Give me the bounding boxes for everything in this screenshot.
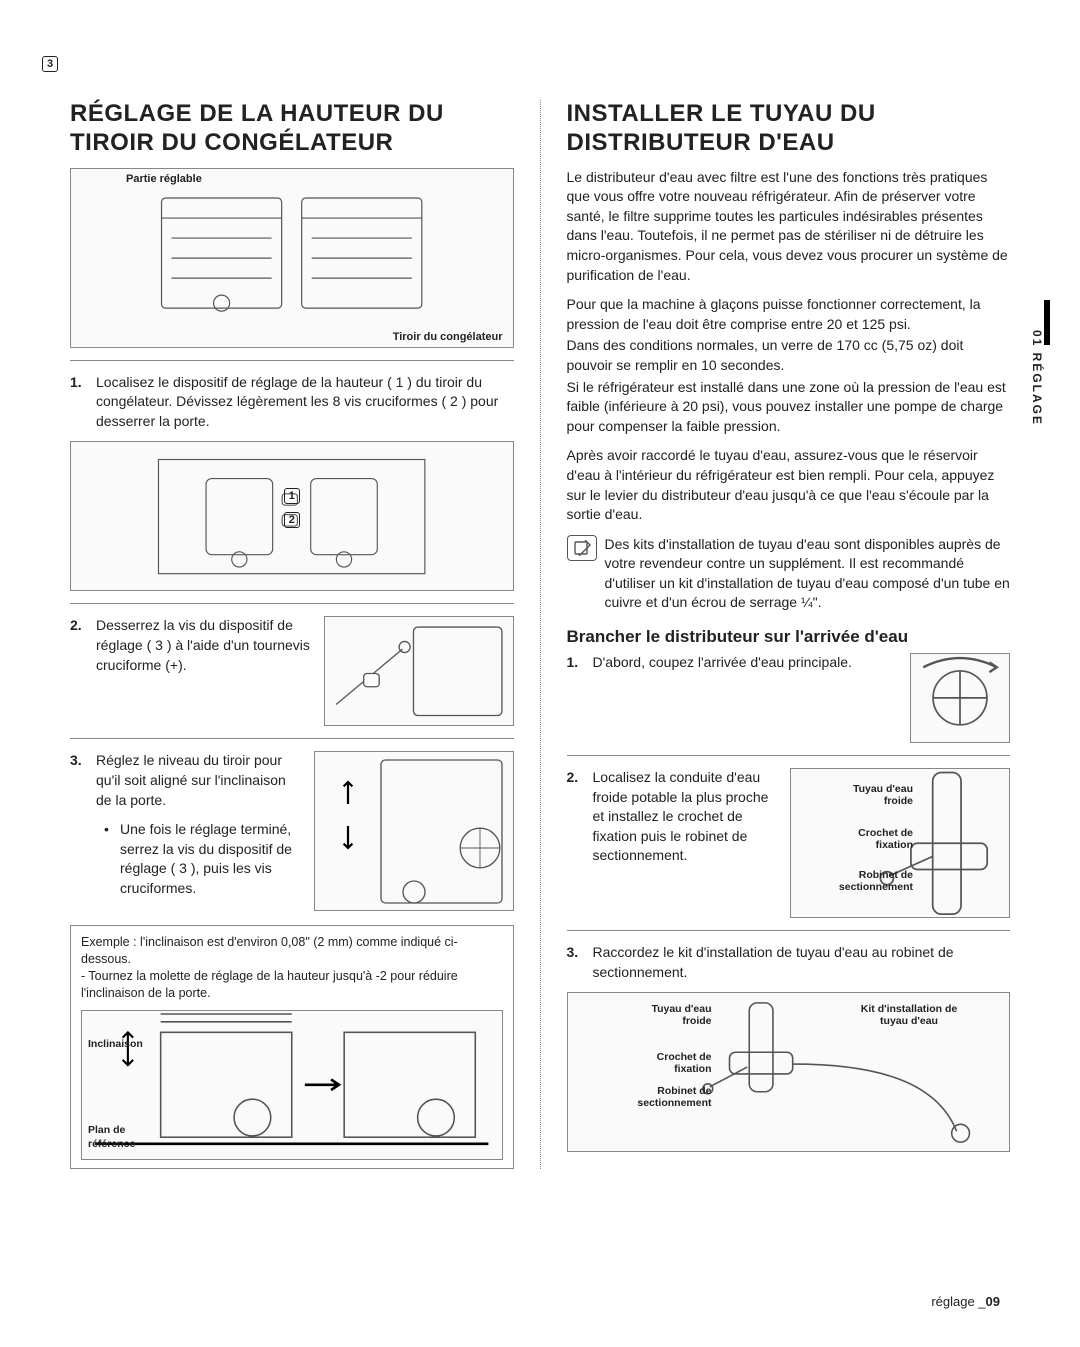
- label-kit: Kit d'installation de tuyau d'eau: [849, 1003, 969, 1027]
- marker-1: 1: [284, 488, 300, 504]
- para: Pour que la machine à glaçons puisse fon…: [567, 295, 1011, 334]
- left-column: RÉGLAGE DE LA HAUTEUR DU TIROIR DU CONGÉ…: [70, 100, 514, 1169]
- divider: [567, 930, 1011, 931]
- list-item: 2. Localisez la conduite d'eau froide po…: [567, 768, 781, 866]
- step-number: 3.: [70, 751, 88, 810]
- shutoff-valve-icon: [911, 655, 1009, 741]
- label-cold: Tuyau d'eau froide: [622, 1003, 712, 1027]
- para: Dans des conditions normales, un verre d…: [567, 336, 1011, 375]
- adjust-screw-illustration-icon: [325, 616, 513, 727]
- figure-step1: 1 2: [70, 441, 514, 591]
- divider: [567, 755, 1011, 756]
- ex-label-ground: Plan de référence: [88, 1123, 135, 1151]
- fig1-label-bottom: Tiroir du congélateur: [393, 331, 503, 343]
- r-step2-row: Tuyau d'eau froide Crochet de fixation R…: [567, 768, 1011, 918]
- tilt-diagram-icon: [82, 993, 502, 1177]
- right-section-title: INSTALLER LE TUYAU DU DISTRIBUTEUR D'EAU: [567, 100, 1011, 158]
- step-number: 3.: [567, 943, 585, 982]
- para: Le distributeur d'eau avec filtre est l'…: [567, 168, 1011, 286]
- drawer-illustration-icon: [93, 178, 490, 338]
- step-text: Raccordez le kit d'installation de tuyau…: [593, 943, 1011, 982]
- para: Si le réfrigérateur est installé dans un…: [567, 378, 1011, 437]
- marker-2: 2: [284, 512, 300, 528]
- note-row: Des kits d'installation de tuyau d'eau s…: [567, 535, 1011, 613]
- figure-step3: [314, 751, 514, 911]
- right-subsection-title: Brancher le distributeur sur l'arrivée d…: [567, 627, 1011, 647]
- bullet-dot: •: [104, 820, 114, 898]
- step2-row: 3 2. Desserrez la vis du dispositif de r…: [70, 616, 514, 726]
- example-box: Exemple : l'inclinaison est d'environ 0,…: [70, 925, 514, 1169]
- label-valve: Robinet de sectionnement: [839, 869, 913, 893]
- footer-text: réglage _: [931, 1294, 985, 1309]
- bullet-row: • Une fois le réglage terminé, serrez la…: [104, 820, 304, 898]
- ex-label-tilt: Inclinaison: [88, 1037, 143, 1051]
- step-number: 1.: [70, 373, 88, 432]
- bullet-text: Une fois le réglage terminé, serrez la v…: [120, 820, 304, 898]
- figure-step2: 3: [324, 616, 514, 726]
- marker-3: 3: [42, 56, 58, 72]
- left-steps-list: 1. Localisez le dispositif de réglage de…: [70, 373, 514, 432]
- example-line: Exemple : l'inclinaison est d'environ 0,…: [81, 934, 503, 968]
- step-text: Localisez le dispositif de réglage de la…: [96, 373, 514, 432]
- level-drawer-illustration-icon: [315, 749, 513, 914]
- two-column-layout: RÉGLAGE DE LA HAUTEUR DU TIROIR DU CONGÉ…: [70, 100, 1010, 1169]
- figure-freezer-drawer: Partie réglable Tiroir du congélateur: [70, 168, 514, 348]
- list-item: 3. Réglez le niveau du tiroir pour qu'il…: [70, 751, 304, 810]
- fig1-label-top: Partie réglable: [126, 173, 202, 185]
- right-steps-list-3: 3. Raccordez le kit d'installation de tu…: [567, 943, 1011, 982]
- label-cold: Tuyau d'eau froide: [853, 783, 913, 807]
- list-item: 1. Localisez le dispositif de réglage de…: [70, 373, 514, 432]
- list-item: 3. Raccordez le kit d'installation de tu…: [567, 943, 1011, 982]
- manual-page: 01 RÉGLAGE RÉGLAGE DE LA HAUTEUR DU TIRO…: [0, 0, 1080, 1347]
- note-icon: [567, 535, 597, 561]
- footer-page-number: 09: [986, 1294, 1000, 1309]
- step-number: 1.: [567, 653, 585, 673]
- list-item: 2. Desserrez la vis du dispositif de rég…: [70, 616, 314, 675]
- step-text: Localisez la conduite d'eau froide potab…: [593, 768, 781, 866]
- step-text: Réglez le niveau du tiroir pour qu'il so…: [96, 751, 304, 810]
- label-valve: Robinet de sectionnement: [622, 1085, 712, 1109]
- side-tab-label: 01 RÉGLAGE: [1030, 330, 1044, 426]
- side-tab-bar: [1044, 300, 1050, 345]
- step-text: Desserrez la vis du dispositif de réglag…: [96, 616, 314, 675]
- note-text: Des kits d'installation de tuyau d'eau s…: [605, 535, 1011, 613]
- left-section-title: RÉGLAGE DE LA HAUTEUR DU TIROIR DU CONGÉ…: [70, 100, 514, 158]
- right-column: INSTALLER LE TUYAU DU DISTRIBUTEUR D'EAU…: [540, 100, 1011, 1169]
- figure-clamp: Tuyau d'eau froide Crochet de fixation R…: [790, 768, 1010, 918]
- r-step1-row: 1. D'abord, coupez l'arrivée d'eau princ…: [567, 653, 1011, 743]
- figure-shutoff: [910, 653, 1010, 743]
- step-number: 2.: [567, 768, 585, 866]
- example-diagram: Inclinaison Plan de référence: [81, 1010, 503, 1160]
- step3-row: 3. Réglez le niveau du tiroir pour qu'il…: [70, 751, 514, 911]
- step-text: D'abord, coupez l'arrivée d'eau principa…: [593, 653, 901, 673]
- label-clamp: Crochet de fixation: [622, 1051, 712, 1075]
- list-item: 1. D'abord, coupez l'arrivée d'eau princ…: [567, 653, 901, 673]
- divider: [70, 738, 514, 739]
- memo-icon: [573, 540, 591, 556]
- figure-install-kit: Tuyau d'eau froide Crochet de fixation R…: [567, 992, 1011, 1152]
- page-footer: réglage _09: [931, 1294, 1000, 1309]
- divider: [70, 603, 514, 604]
- label-clamp: Crochet de fixation: [858, 827, 913, 851]
- step-number: 2.: [70, 616, 88, 675]
- divider: [70, 360, 514, 361]
- para: Après avoir raccordé le tuyau d'eau, ass…: [567, 446, 1011, 524]
